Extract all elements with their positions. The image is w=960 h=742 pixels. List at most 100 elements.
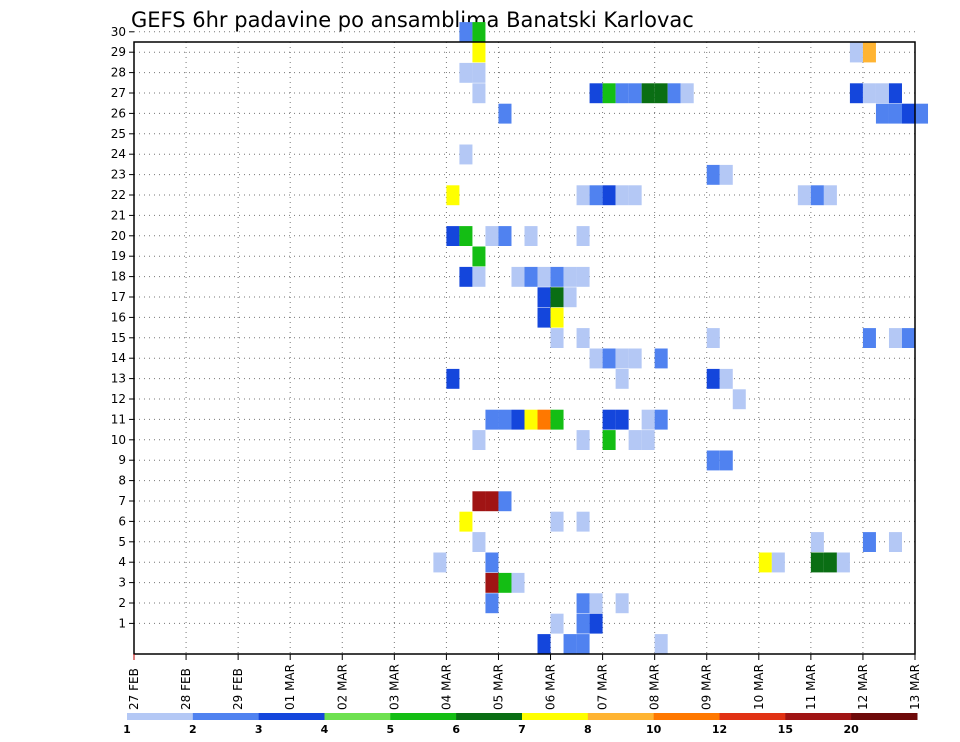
heatmap-cell: [550, 328, 564, 348]
heatmap-cell: [472, 246, 486, 267]
heatmap-cell: [641, 409, 655, 430]
heatmap-cell: [615, 368, 629, 389]
x-tick-label: 02 MAR: [335, 664, 349, 710]
colorbar-tick-label: 1: [123, 723, 131, 736]
heatmap-cell: [862, 42, 876, 63]
colorbar-swatch: [587, 713, 655, 720]
colorbar-tick-label: 10: [646, 723, 662, 736]
heatmap-cell: [654, 348, 668, 369]
chart-title: GEFS 6hr padavine po ansamblima Banatski…: [131, 8, 694, 32]
heatmap-cell: [654, 634, 668, 654]
heatmap-cell: [654, 83, 668, 104]
heatmap-cell: [459, 144, 473, 165]
heatmap-cell: [823, 552, 837, 573]
heatmap-cell: [615, 409, 629, 430]
heatmap-cell: [888, 532, 902, 552]
heatmap-cell: [849, 83, 863, 104]
heatmap-cell: [836, 552, 850, 573]
x-tick-label: 13 MAR: [908, 664, 922, 710]
x-tick-label: 01 MAR: [283, 664, 297, 710]
heatmap-cell: [498, 572, 512, 593]
heatmap-cell: [550, 287, 564, 308]
colorbar-swatch: [851, 713, 918, 720]
heatmap-cell: [537, 287, 551, 308]
heatmap-cell: [524, 266, 538, 287]
heatmap-cell: [563, 287, 577, 308]
colorbar-tick-label: 15: [778, 723, 793, 736]
plot-frame: [133, 41, 916, 655]
y-tick-label: 7: [118, 494, 126, 508]
heatmap-cell: [485, 226, 499, 246]
colorbar-swatch: [456, 713, 523, 720]
heatmap-cell: [472, 430, 486, 450]
y-tick-label: 8: [118, 474, 126, 488]
y-tick-label: 30: [111, 25, 126, 39]
heatmap-cell: [732, 389, 746, 410]
y-tick-label: 16: [111, 310, 126, 324]
colorbar-tick-label: 5: [387, 723, 395, 736]
heatmap-cell: [810, 532, 824, 552]
heatmap-cell: [810, 185, 824, 206]
x-tick-label: 04 MAR: [439, 664, 453, 710]
y-tick-label: 17: [111, 290, 126, 304]
heatmap-cell: [459, 22, 473, 42]
heatmap-cell: [628, 348, 642, 369]
heatmap-cell: [915, 103, 929, 124]
colorbar-tick-label: 7: [518, 723, 526, 736]
heatmap-cell: [446, 185, 460, 206]
x-tick-label: 12 MAR: [856, 664, 870, 710]
y-tick-label: 13: [111, 372, 126, 386]
y-tick-label: 18: [111, 270, 126, 284]
heatmap-cell: [576, 593, 590, 614]
y-tick-label: 11: [111, 412, 126, 426]
heatmap-cell: [537, 634, 551, 654]
heatmap-cell: [563, 266, 577, 287]
heatmap-cell: [498, 409, 512, 430]
heatmap-cell: [602, 83, 616, 104]
heatmap-cell: [550, 613, 564, 634]
y-tick-label: 27: [111, 86, 126, 100]
colorbar-swatch: [653, 713, 720, 720]
heatmap-cell: [680, 83, 694, 104]
y-axis: 1234567891011121314151617181920212223242…: [111, 25, 134, 630]
heatmap-cell: [576, 511, 590, 532]
y-tick-label: 14: [111, 351, 126, 365]
heatmap-cell: [472, 266, 486, 287]
heatmap-cell: [602, 409, 616, 430]
x-tick-label: 05 MAR: [491, 664, 505, 710]
heatmap-cell: [628, 430, 642, 450]
heatmap-cell: [888, 328, 902, 348]
heatmap-cell: [602, 185, 616, 206]
heatmap-cell: [576, 328, 590, 348]
y-tick-label: 22: [111, 188, 126, 202]
y-tick-label: 6: [118, 514, 126, 528]
heatmap-cell: [472, 22, 486, 42]
x-tick-label: 08 MAR: [648, 664, 662, 710]
heatmap-cell: [589, 83, 603, 104]
colorbar-tick-label: 2: [189, 723, 197, 736]
colorbar-tick-label: 6: [452, 723, 460, 736]
y-tick-label: 10: [111, 433, 126, 447]
heatmap-cell: [888, 83, 902, 104]
colorbar-tick-label: 3: [255, 723, 263, 736]
heatmap-cell: [459, 511, 473, 532]
heatmap-cell: [862, 328, 876, 348]
x-tick-label: 27 FEB: [127, 668, 141, 710]
heatmap-cell: [459, 226, 473, 246]
heatmap-cell: [823, 185, 837, 206]
heatmap-cell: [901, 328, 915, 348]
heatmap-cell: [472, 491, 486, 512]
heatmap-cell: [758, 552, 772, 573]
heatmap-cell: [498, 491, 512, 512]
colorbar-swatch: [522, 713, 589, 720]
heatmap-cell: [433, 552, 447, 573]
x-tick-label: 07 MAR: [596, 664, 610, 710]
heatmap-cell: [537, 409, 551, 430]
colorbar-swatch: [258, 713, 325, 720]
heatmap-cell: [511, 409, 525, 430]
heatmap-cell: [485, 593, 499, 614]
heatmap-cell: [537, 266, 551, 287]
heatmap-cell: [706, 368, 720, 389]
x-tick-label: 11 MAR: [804, 664, 818, 710]
